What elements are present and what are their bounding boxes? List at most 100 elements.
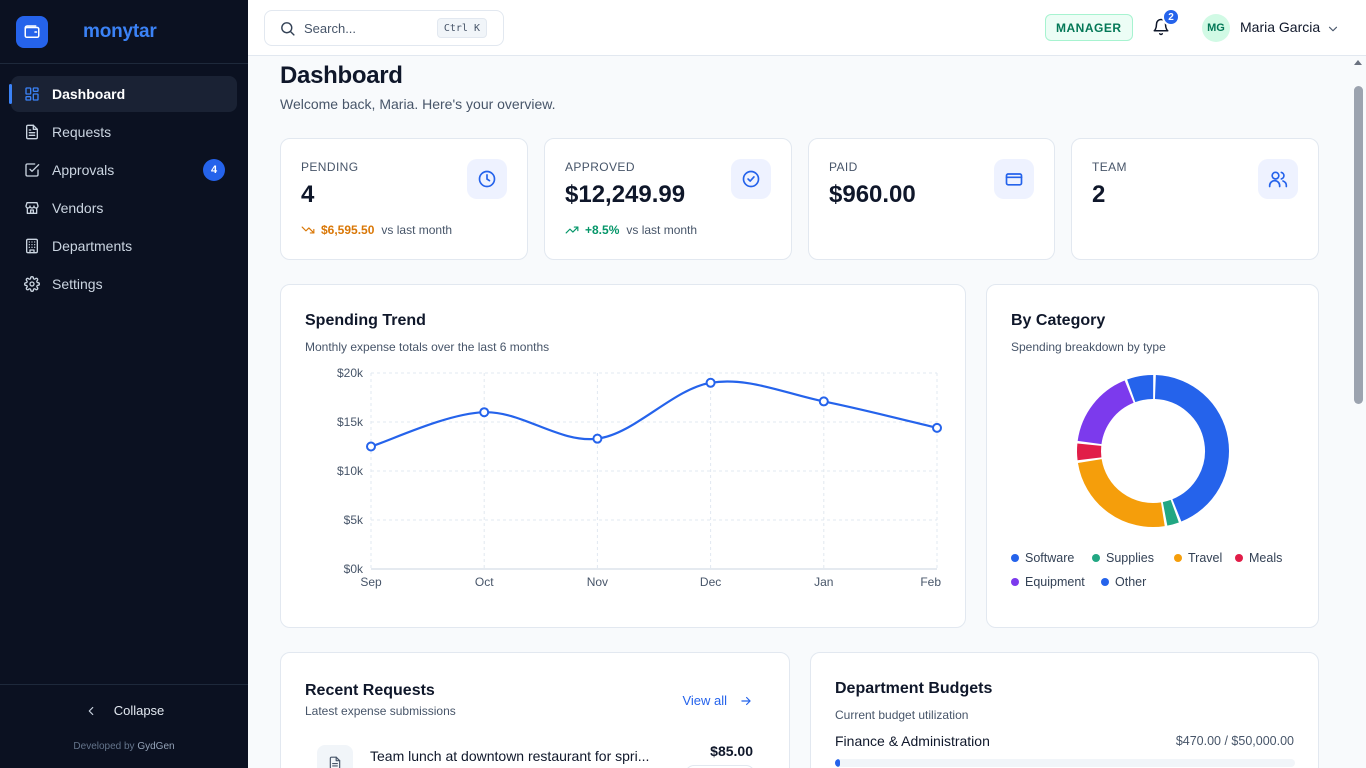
stat-label: PENDING	[301, 160, 359, 174]
legend-label: Supplies	[1106, 551, 1154, 565]
search-icon	[281, 21, 295, 36]
legend-swatch	[1235, 554, 1243, 562]
card-subtitle: Current budget utilization	[835, 708, 969, 722]
bell-icon[interactable]	[1152, 18, 1170, 36]
legend-item-travel: Travel	[1174, 551, 1222, 565]
developer-link[interactable]: GydGen	[137, 741, 175, 752]
wallet-icon[interactable]	[16, 15, 48, 48]
x-tick-label: Nov	[587, 575, 608, 589]
card-title: Department Budgets	[835, 680, 993, 697]
stat-card-paid: PAID $960.00	[808, 138, 1055, 260]
brand: monytar	[0, 0, 248, 64]
users-icon	[1258, 159, 1298, 199]
trend-text: vs last month	[381, 223, 453, 237]
credit-card-icon	[994, 159, 1034, 199]
data-point	[705, 377, 716, 388]
sidebar-item-vendors[interactable]: Vendors	[11, 190, 237, 226]
scroll-up-arrow[interactable]	[1354, 60, 1362, 65]
sidebar-item-departments[interactable]: Departments	[11, 228, 237, 264]
approvals-count-badge: 4	[203, 159, 225, 181]
search-input[interactable]: Search... Ctrl K	[264, 10, 504, 46]
sidebar-item-requests[interactable]: Requests	[11, 114, 237, 150]
card-subtitle: Latest expense submissions	[305, 704, 456, 718]
stat-value: 2	[1092, 181, 1106, 208]
legend-label: Travel	[1188, 551, 1223, 565]
avatar[interactable]: MG	[1202, 14, 1230, 42]
stat-label: APPROVED	[565, 160, 635, 174]
trend-amount: +8.5%	[585, 223, 620, 237]
sidebar-item-settings[interactable]: Settings	[11, 266, 237, 302]
check-circle-icon	[731, 159, 771, 199]
top-bar: Search... Ctrl K MANAGER 2 MG Maria Garc…	[248, 0, 1366, 56]
stat-label: PAID	[829, 160, 858, 174]
legend-swatch	[1092, 554, 1100, 562]
grid-icon	[25, 87, 39, 101]
legend-swatch	[1174, 554, 1182, 562]
request-title: Team lunch at downtown restaurant for sp…	[370, 748, 650, 764]
store-icon	[25, 202, 39, 214]
document-icon	[26, 124, 38, 140]
building-icon	[26, 238, 38, 254]
role-badge: MANAGER	[1045, 14, 1133, 41]
legend-label: Software	[1025, 551, 1075, 565]
sidebar-item-dashboard[interactable]: Dashboard	[9, 76, 237, 112]
legend-label: Equipment	[1025, 575, 1085, 589]
budget-progress-bar	[835, 759, 1295, 767]
x-tick-label: Sep	[360, 575, 382, 589]
x-tick-label: Oct	[475, 575, 494, 589]
developed-by-text: Developed by	[73, 741, 135, 752]
sidebar-item-label: Dashboard	[52, 86, 126, 102]
x-tick-label: Dec	[700, 575, 721, 589]
search-shortcut: Ctrl K	[436, 18, 487, 38]
data-point	[366, 441, 376, 452]
data-point	[479, 407, 490, 418]
scrollbar-thumb[interactable]	[1354, 86, 1363, 404]
legend-item-supplies: Supplies	[1092, 551, 1154, 565]
trending-up-icon	[565, 226, 579, 234]
donut-slice-software	[1154, 375, 1229, 522]
arrow-right-icon	[741, 696, 751, 705]
chevron-down-icon[interactable]	[1326, 22, 1340, 36]
y-tick-label: $0k	[344, 562, 364, 576]
legend-label: Meals	[1249, 551, 1283, 565]
sidebar-item-label: Requests	[52, 124, 112, 140]
donut-slice-supplies	[1162, 499, 1179, 526]
y-tick-label: $15k	[337, 415, 364, 429]
stat-card-team: TEAM 2	[1071, 138, 1319, 260]
budget-progress-fill	[835, 759, 840, 767]
sidebar-item-approvals[interactable]: Approvals 4	[11, 152, 237, 188]
spending-trend-card: Spending Trend Monthly expense totals ov…	[280, 284, 966, 628]
trend-amount: $6,595.50	[321, 223, 375, 237]
collapse-button[interactable]: Collapse	[0, 703, 248, 718]
user-name[interactable]: Maria Garcia	[1240, 19, 1321, 35]
view-all-label: View all	[682, 693, 727, 708]
legend-swatch	[1011, 578, 1019, 586]
document-icon	[317, 745, 353, 768]
donut-slice-other	[1127, 374, 1154, 403]
list-item[interactable]: Team lunch at downtown restaurant for sp…	[281, 743, 755, 768]
legend-item-meals: Meals	[1235, 551, 1282, 565]
trending-down-icon	[301, 226, 315, 234]
view-all-link[interactable]: View all	[682, 693, 753, 708]
legend-swatch	[1011, 554, 1019, 562]
sidebar-item-label: Settings	[52, 276, 103, 292]
department-budgets-card: Department Budgets Current budget utiliz…	[810, 652, 1319, 768]
series-line	[370, 380, 938, 448]
legend-item-equipment: Equipment	[1011, 575, 1085, 589]
category-donut-chart	[1077, 374, 1229, 527]
gear-icon	[24, 276, 40, 292]
card-subtitle: Spending breakdown by type	[1011, 340, 1166, 354]
sidebar-item-label: Departments	[52, 238, 133, 254]
donut-slice-travel	[1077, 458, 1165, 527]
data-point	[818, 396, 829, 407]
stat-value: $12,249.99	[565, 181, 686, 208]
spending-line-chart: $0k $5k $10k $15k $20k Sep Oct Nov Dec Jan Feb	[337, 366, 942, 589]
collapse-label: Collapse	[113, 703, 165, 718]
stat-value: $960.00	[829, 181, 916, 208]
sidebar-footer: Collapse Developed by GydGen	[0, 684, 248, 768]
stat-trend: $6,595.50 vs last month	[301, 223, 452, 237]
brand-name[interactable]: monytar	[83, 20, 157, 42]
card-title: Recent Requests	[305, 682, 435, 699]
card-title: Spending Trend	[305, 312, 426, 329]
sidebar-item-label: Approvals	[52, 162, 115, 178]
